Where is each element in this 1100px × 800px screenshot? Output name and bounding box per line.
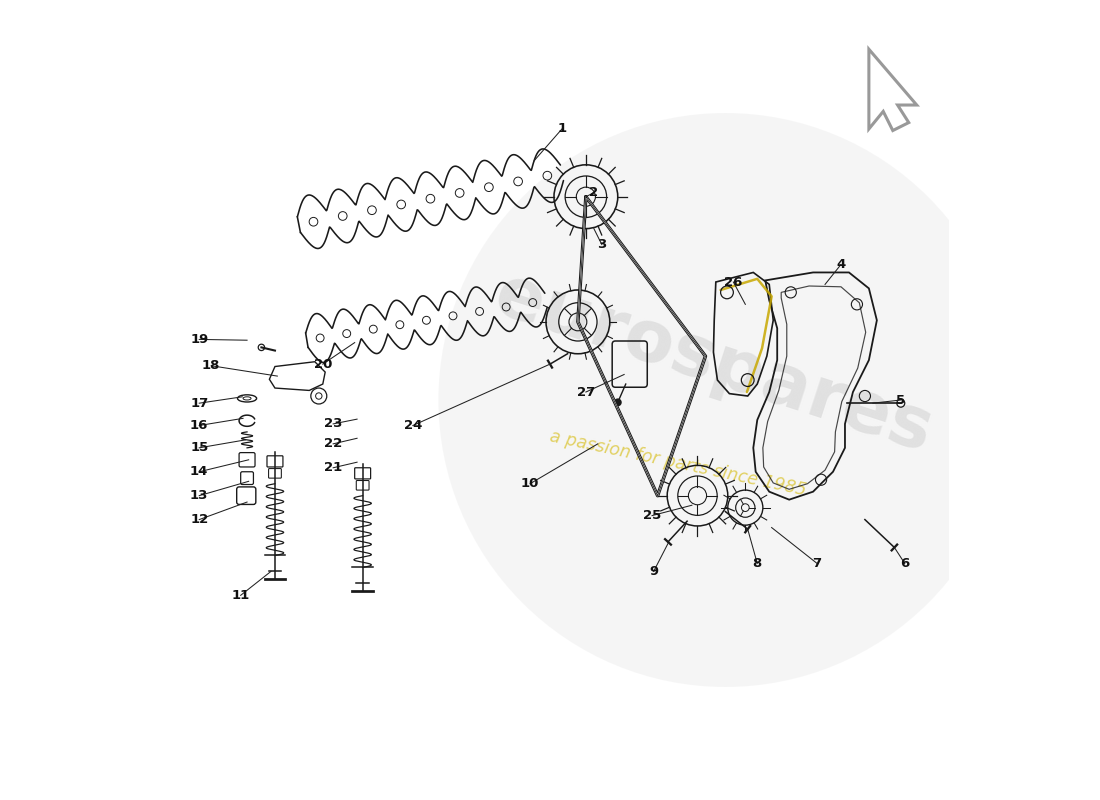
- Text: 26: 26: [724, 275, 743, 289]
- Text: 3: 3: [597, 238, 606, 251]
- Text: 8: 8: [752, 557, 762, 570]
- Text: 2: 2: [590, 186, 598, 199]
- Text: 4: 4: [836, 258, 846, 271]
- Circle shape: [439, 113, 1012, 687]
- Text: 25: 25: [642, 509, 661, 522]
- Text: 15: 15: [190, 442, 208, 454]
- Circle shape: [614, 398, 622, 406]
- Text: 14: 14: [190, 466, 208, 478]
- Text: a passion for parts since 1985: a passion for parts since 1985: [548, 428, 807, 500]
- Text: 19: 19: [190, 333, 208, 346]
- Text: eurospares: eurospares: [485, 261, 942, 467]
- Text: 12: 12: [190, 513, 208, 526]
- Text: 9: 9: [649, 565, 658, 578]
- Text: 13: 13: [190, 489, 208, 502]
- Text: 16: 16: [190, 419, 208, 432]
- Text: 1: 1: [558, 122, 566, 135]
- Text: 7: 7: [813, 557, 822, 570]
- Text: 24: 24: [404, 419, 422, 432]
- Text: 6: 6: [900, 557, 910, 570]
- Text: 22: 22: [324, 438, 342, 450]
- Text: 11: 11: [232, 589, 250, 602]
- Text: 20: 20: [314, 358, 332, 370]
- Text: 5: 5: [896, 394, 905, 406]
- Polygon shape: [869, 50, 916, 130]
- Text: 10: 10: [521, 478, 539, 490]
- Text: 18: 18: [202, 359, 220, 372]
- Text: 23: 23: [324, 418, 342, 430]
- Text: 21: 21: [324, 462, 342, 474]
- Text: 17: 17: [190, 397, 208, 410]
- Text: 27: 27: [576, 386, 595, 398]
